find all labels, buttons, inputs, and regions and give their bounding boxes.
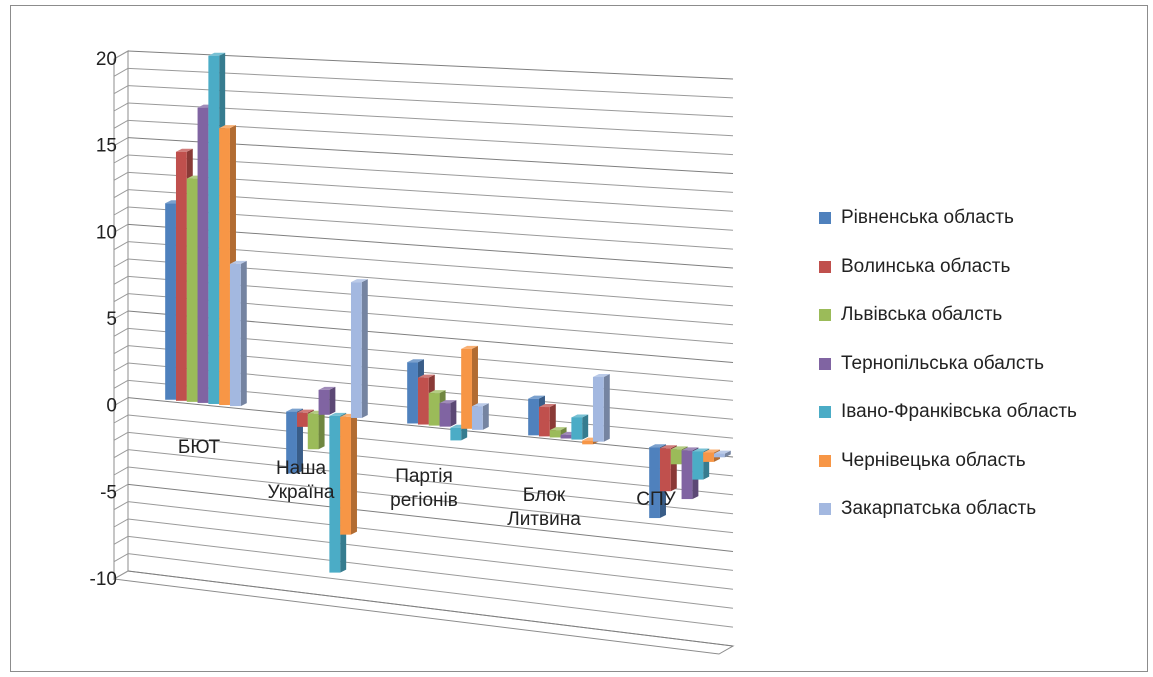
x-tick-label: БЮТ <box>178 437 221 458</box>
y-tick-label: 10 <box>96 222 117 243</box>
gridline <box>127 501 734 571</box>
bar-chart-3d: 20 15 10 5 0 -5 -10 БЮТ Наша Україна Партія регіоні… <box>90 49 735 655</box>
gridline-side <box>113 414 129 424</box>
gridline <box>127 50 734 80</box>
gridline <box>127 466 734 534</box>
legend-item: Львівська обалсть <box>819 291 1077 340</box>
legend-swatch <box>819 406 831 419</box>
gridline-side <box>113 154 129 164</box>
gridline-side <box>113 535 129 545</box>
x-tick-label: Блок Литвина <box>507 485 581 530</box>
gridline <box>127 397 734 458</box>
legend-item: Закарпатська область <box>819 485 1077 534</box>
gridline <box>127 449 734 515</box>
gridline-side <box>113 431 129 441</box>
gridline <box>127 102 734 137</box>
gridline <box>127 483 734 552</box>
chart-frame: 20 15 10 5 0 -5 -10 БЮТ Наша Україна Партія регіоні… <box>10 5 1148 672</box>
x-tick-label: СПУ <box>636 489 676 510</box>
gridline-side <box>113 553 129 563</box>
bar <box>713 450 731 458</box>
gridline <box>127 570 734 647</box>
gridline-side <box>113 258 129 268</box>
gridline <box>127 535 734 609</box>
gridline-side <box>113 362 129 372</box>
gridline <box>127 431 734 496</box>
gridline-side <box>113 501 129 511</box>
bar <box>318 386 336 415</box>
legend-item: Волинська область <box>819 243 1077 292</box>
bar <box>340 413 357 535</box>
bar <box>439 400 457 427</box>
gridline-side <box>113 310 129 320</box>
y-tick-label: 0 <box>106 396 117 417</box>
gridline-side <box>113 449 129 459</box>
gridline-side <box>113 345 129 355</box>
gridline-side <box>113 67 129 77</box>
y-tick-label: -10 <box>90 569 117 590</box>
legend-swatch <box>819 357 831 370</box>
gridline <box>127 67 734 99</box>
x-tick-label: Наша Україна <box>267 458 334 503</box>
legend-item: Чернівецька область <box>819 437 1077 486</box>
legend-label: Волинська область <box>841 255 1011 277</box>
y-tick-label: 15 <box>96 136 117 157</box>
legend-swatch <box>819 260 831 273</box>
legend-label: Львівська обалсть <box>841 304 1003 326</box>
gridline-side <box>113 327 129 337</box>
x-tick-label: Партія регіонів <box>390 466 458 511</box>
legend-swatch <box>819 212 831 225</box>
legend-label: Закарпатська область <box>841 498 1037 520</box>
legend-swatch <box>819 454 831 467</box>
y-tick-label: 20 <box>96 49 117 70</box>
legend-label: Чернівецька область <box>841 449 1026 471</box>
y-tick-label: 5 <box>106 309 117 330</box>
gridline-side <box>113 466 129 476</box>
gridline-side <box>113 85 129 95</box>
gridline-side <box>113 137 129 147</box>
gridline-side <box>113 223 129 233</box>
legend-item: Тернопільська обалсть <box>819 340 1077 389</box>
legend-item: Рівненська область <box>819 194 1077 243</box>
gridline-side <box>113 102 129 112</box>
gridline-side <box>113 518 129 528</box>
gridline <box>127 85 734 118</box>
bar <box>350 279 368 418</box>
gridline <box>127 414 734 477</box>
bar <box>571 414 589 440</box>
bar <box>307 410 325 450</box>
gridline-side <box>113 50 129 60</box>
gridline <box>127 553 734 628</box>
gridline-side <box>113 241 129 251</box>
floor <box>112 570 735 655</box>
legend: Рівненська область Волинська область Льв… <box>819 194 1077 534</box>
gridline-side <box>113 570 129 580</box>
gridline <box>127 518 734 590</box>
gridline-side <box>113 171 129 181</box>
legend-swatch <box>819 503 831 516</box>
gridline-side <box>113 189 129 199</box>
bar <box>229 260 247 407</box>
bar <box>592 373 610 442</box>
gridline-side <box>113 483 129 493</box>
legend-label: Рівненська область <box>841 207 1014 229</box>
legend-item: Івано-Франківська область <box>819 388 1077 437</box>
gridline-side <box>113 397 129 407</box>
bar <box>471 403 489 430</box>
y-tick-label: -5 <box>100 482 117 503</box>
gridline-side <box>113 119 129 129</box>
legend-swatch <box>819 309 831 322</box>
gridline-side <box>113 206 129 216</box>
legend-label: Тернопільська обалсть <box>841 352 1044 374</box>
legend-label: Івано-Франківська область <box>841 401 1077 423</box>
gridline-side <box>113 379 129 389</box>
gridline-side <box>113 275 129 285</box>
gridline-side <box>113 293 129 303</box>
